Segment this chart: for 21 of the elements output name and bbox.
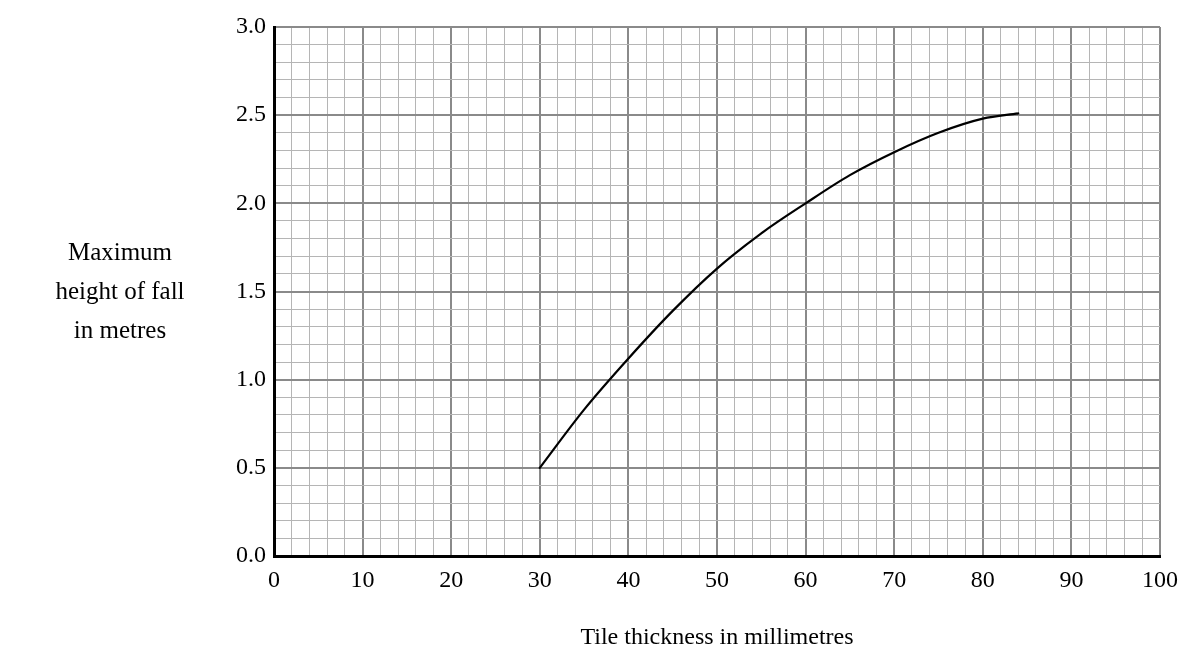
x-tick-label: 30	[527, 565, 552, 592]
x-tick-label: 70	[882, 565, 907, 592]
y-tick-label: 3.0	[236, 12, 266, 39]
x-axis-title: Tile thickness in millimetres	[580, 622, 854, 649]
y-axis-title: Maximum height of fall in metres	[54, 237, 186, 345]
x-tick-label: 0	[268, 565, 280, 592]
x-tick-label: 100	[1142, 565, 1178, 592]
line-series	[538, 112, 1020, 469]
y-tick-label: 0.5	[236, 453, 266, 480]
x-tick-label: 60	[793, 565, 818, 592]
y-tick-label: 2.5	[236, 100, 266, 127]
y-tick-label: 1.5	[236, 276, 266, 303]
x-tick-label: 50	[705, 565, 729, 592]
y-tick-label: 1.0	[236, 364, 266, 391]
x-tick-label: 80	[970, 565, 995, 592]
x-tick-label: 10	[350, 565, 375, 592]
y-tick-label: 0.0	[236, 541, 266, 568]
x-tick-label: 20	[439, 565, 464, 592]
y-tick-label: 2.0	[236, 188, 266, 215]
x-tick-label: 90	[1059, 565, 1084, 592]
x-tick-label: 40	[616, 565, 641, 592]
